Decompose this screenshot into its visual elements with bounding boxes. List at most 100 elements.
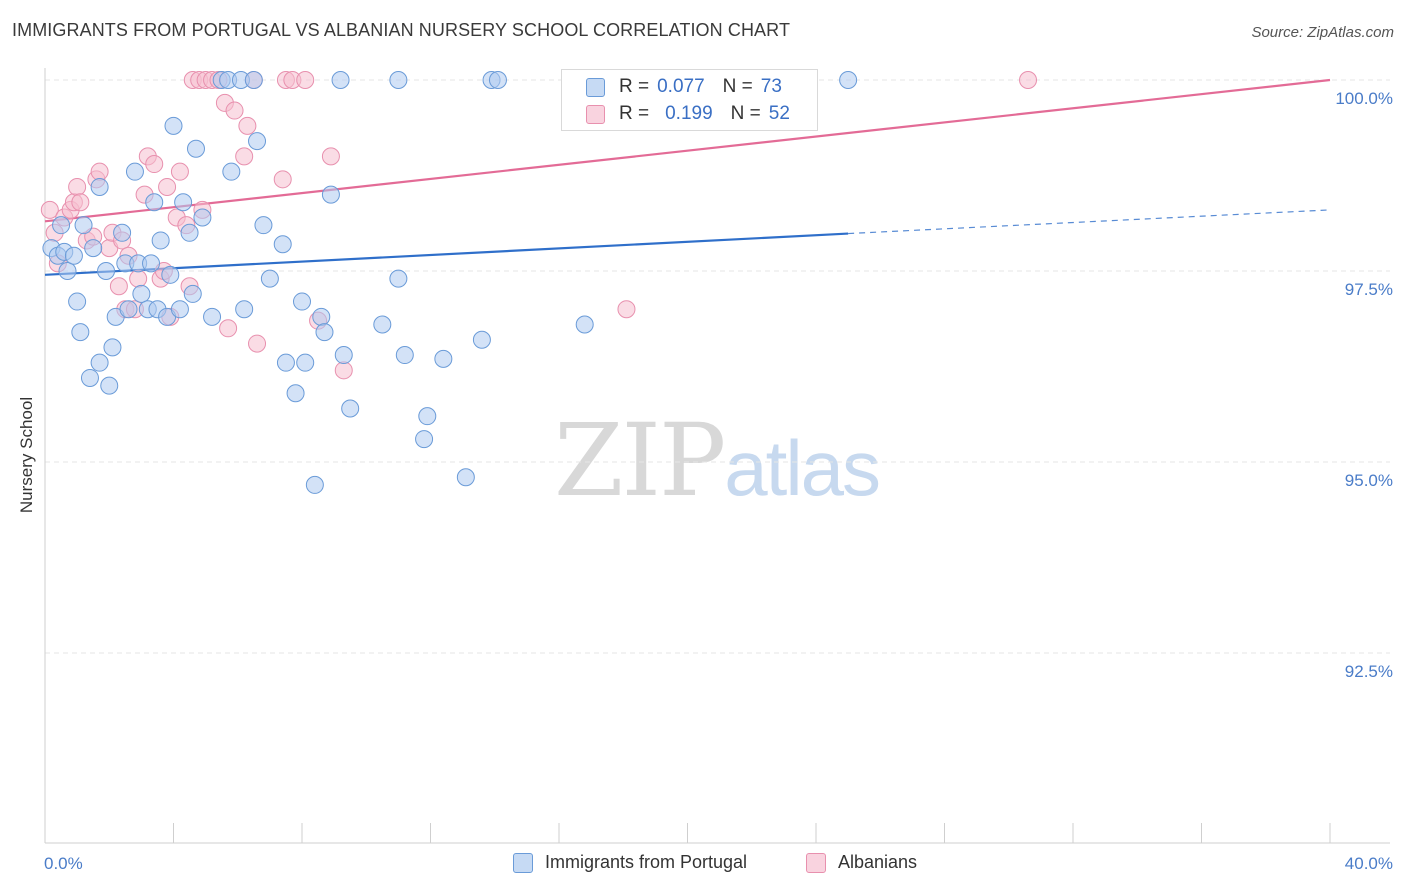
legend-n-label: N = bbox=[722, 76, 753, 97]
bottom-legend-label: Immigrants from Portugal bbox=[545, 852, 748, 872]
portugal-point bbox=[472, 330, 491, 349]
portugal-point bbox=[145, 193, 164, 212]
albanians-point bbox=[40, 200, 59, 219]
portugal-point bbox=[305, 475, 324, 494]
albanians-point bbox=[296, 71, 315, 89]
portugal-point bbox=[74, 216, 93, 235]
portugal-point bbox=[389, 71, 408, 89]
trend-lines bbox=[44, 78, 1331, 276]
portugal-point bbox=[103, 338, 122, 357]
portugal-point bbox=[203, 307, 222, 326]
portugal-point bbox=[170, 300, 189, 319]
albanians-point bbox=[238, 116, 257, 135]
portugal-point bbox=[415, 430, 434, 449]
portugal-point bbox=[341, 399, 360, 418]
portugal-point bbox=[151, 231, 170, 250]
portugal-point bbox=[222, 162, 241, 181]
portugal-point bbox=[113, 223, 132, 242]
albanians-point bbox=[248, 334, 267, 353]
portugal-point bbox=[296, 353, 315, 372]
portugal-point bbox=[456, 468, 475, 487]
portugal-point bbox=[132, 284, 151, 303]
portugal-point bbox=[183, 284, 202, 303]
legend-n-value: 52 bbox=[768, 103, 790, 124]
portugal-point bbox=[235, 300, 254, 319]
portugal-point bbox=[575, 315, 594, 334]
y-tick-label: 100.0% bbox=[1335, 89, 1393, 108]
albanians-point bbox=[158, 177, 177, 196]
y-tick-label: 97.5% bbox=[1345, 280, 1393, 299]
portugal-point bbox=[334, 346, 353, 365]
y-tick-label: 92.5% bbox=[1345, 662, 1393, 681]
portugal-point bbox=[186, 139, 205, 158]
albanians-point bbox=[225, 101, 244, 120]
portugal-point bbox=[90, 177, 109, 196]
data-points bbox=[40, 71, 1038, 494]
albanians-point bbox=[273, 170, 292, 189]
albanians-point bbox=[145, 155, 164, 174]
albanians-point bbox=[235, 147, 254, 166]
legend-r-label: R = bbox=[619, 76, 650, 97]
albanians-point bbox=[321, 147, 340, 166]
albanians-trend-line bbox=[44, 78, 1331, 223]
x-tick-label: 0.0% bbox=[44, 854, 83, 873]
portugal-point bbox=[84, 239, 103, 258]
portugal-point bbox=[90, 353, 109, 372]
portugal-point bbox=[331, 71, 350, 89]
bottom-legend-swatch-blue bbox=[513, 852, 533, 873]
albanians-point bbox=[219, 319, 238, 338]
legend-n-label: N = bbox=[730, 103, 761, 124]
portugal-trend-extension bbox=[848, 209, 1331, 235]
portugal-point bbox=[293, 292, 311, 311]
portugal-point bbox=[193, 208, 212, 227]
portugal-point bbox=[125, 162, 144, 181]
bottom-legend-label: Albanians bbox=[838, 852, 918, 872]
portugal-point bbox=[97, 262, 116, 280]
portugal-point bbox=[71, 323, 90, 342]
portugal-point bbox=[389, 269, 408, 288]
portugal-point bbox=[373, 315, 392, 334]
x-tick-labels: 0.0% 40.0% bbox=[44, 854, 1393, 873]
portugal-point bbox=[58, 262, 77, 280]
portugal-point bbox=[64, 246, 83, 265]
portugal-point bbox=[248, 132, 267, 151]
bottom-legend-albanians: Albanians bbox=[806, 852, 917, 873]
portugal-point bbox=[395, 346, 414, 365]
portugal-point bbox=[315, 323, 334, 342]
gridlines bbox=[45, 79, 1390, 654]
portugal-point bbox=[488, 71, 507, 89]
legend-n-value: 73 bbox=[760, 76, 782, 97]
portugal-trend-line bbox=[44, 232, 849, 276]
portugal-point bbox=[418, 407, 437, 426]
source-label: Source: ZipAtlas.com bbox=[1251, 24, 1394, 41]
albanians-point bbox=[617, 300, 636, 319]
x-tick-label: 40.0% bbox=[1345, 854, 1393, 873]
bottom-legend-swatch-pink bbox=[806, 852, 826, 873]
portugal-point bbox=[142, 254, 161, 273]
albanians-point bbox=[109, 277, 128, 296]
legend-r-value: 0.077 bbox=[657, 76, 705, 97]
legend-swatch-blue bbox=[586, 77, 605, 97]
y-tick-label: 95.0% bbox=[1345, 471, 1393, 490]
portugal-point bbox=[260, 269, 279, 288]
portugal-point bbox=[174, 193, 193, 212]
portugal-point bbox=[164, 116, 183, 135]
portugal-point bbox=[180, 223, 199, 242]
portugal-point bbox=[100, 376, 119, 395]
legend-r-value: 0.199 bbox=[665, 103, 713, 124]
y-tick-labels: 100.0% 97.5% 95.0% 92.5% bbox=[1335, 89, 1393, 681]
axes bbox=[44, 68, 1390, 844]
portugal-point bbox=[312, 307, 331, 326]
albanians-point bbox=[1019, 71, 1038, 89]
portugal-point bbox=[52, 216, 71, 235]
portugal-point bbox=[68, 292, 87, 311]
bottom-legend-portugal: Immigrants from Portugal bbox=[513, 852, 747, 873]
portugal-point bbox=[286, 384, 305, 403]
portugal-point bbox=[276, 353, 295, 372]
portugal-point bbox=[254, 216, 273, 235]
portugal-point bbox=[119, 300, 138, 319]
albanians-point bbox=[71, 193, 90, 212]
portugal-point bbox=[244, 71, 263, 89]
stats-legend: R = 0.077 N = 73 R = 0.199 N = 52 bbox=[561, 69, 818, 131]
